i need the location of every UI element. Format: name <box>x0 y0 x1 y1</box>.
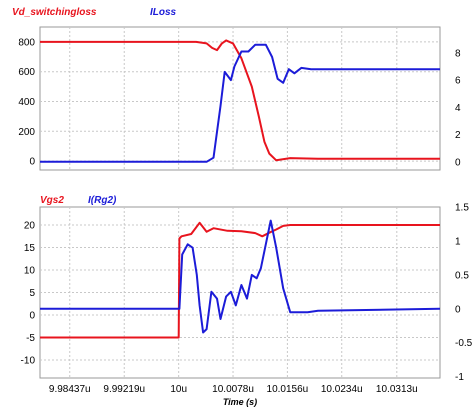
right-tick-label: 4 <box>455 103 461 114</box>
top-legend-iloss: ILoss <box>150 7 177 18</box>
top-legend-vd-switchingloss: Vd_switchingloss <box>12 7 97 18</box>
top-left-axis-ticks: 0 200 400 600 800 <box>18 37 35 167</box>
left-tick-label: 10 <box>24 266 36 277</box>
left-tick-label: 0 <box>29 311 35 322</box>
left-tick-label: -5 <box>26 333 35 344</box>
right-tick-label: 1 <box>455 236 461 247</box>
x-axis-ticks: 9.98437u 9.99219u 10u 10.0078u 10.0156u 10.02… <box>49 384 418 395</box>
x-tick-label: 10.0313u <box>376 384 418 395</box>
x-tick-label: 10.0234u <box>321 384 363 395</box>
bottom-right-axis-ticks: -1 -0.5 0 0.5 1 1.5 <box>455 203 473 384</box>
top-grid <box>40 27 440 170</box>
right-tick-label: 1.5 <box>455 203 469 214</box>
top-panel: 0 200 400 600 800 0 2 4 6 8 Vd_switchingloss ILo… <box>12 7 461 171</box>
series-line-i-rg2- <box>40 219 441 334</box>
left-tick-label: 800 <box>18 37 35 48</box>
bottom-left-axis-ticks: -10 -5 0 5 10 15 20 <box>21 221 36 367</box>
right-tick-label: 0 <box>455 157 461 168</box>
right-tick-label: 0.5 <box>455 270 469 281</box>
top-right-axis-ticks: 0 2 4 6 8 <box>455 48 461 168</box>
right-tick-label: 0 <box>455 304 461 315</box>
series-line-vgs2 <box>40 221 440 339</box>
bottom-legend-irg2: I(Rg2) <box>88 195 117 206</box>
bottom-legend-vgs2: Vgs2 <box>40 195 64 206</box>
top-series-lines <box>40 39 440 163</box>
right-tick-label: 2 <box>455 130 461 141</box>
left-tick-label: -10 <box>21 356 36 367</box>
left-tick-label: 200 <box>18 127 35 138</box>
bottom-series-lines <box>40 219 441 339</box>
series-line-iloss <box>40 43 440 163</box>
x-tick-label: 10.0156u <box>267 384 309 395</box>
left-tick-label: 0 <box>29 157 35 168</box>
x-axis-title: Time (s) <box>223 397 257 407</box>
right-tick-label: 8 <box>455 48 461 59</box>
top-plot-area <box>39 26 441 171</box>
x-tick-label: 9.98437u <box>49 384 91 395</box>
x-tick-label: 10u <box>170 384 187 395</box>
x-tick-label: 9.99219u <box>103 384 145 395</box>
left-tick-label: 20 <box>24 221 36 232</box>
x-tick-label: 10.0078u <box>212 384 254 395</box>
right-tick-label: -0.5 <box>455 338 473 349</box>
left-tick-label: 5 <box>29 288 35 299</box>
left-tick-label: 600 <box>18 67 35 78</box>
series-line-vd-switchingloss <box>40 39 440 162</box>
left-tick-label: 15 <box>24 243 36 254</box>
left-tick-label: 400 <box>18 97 35 108</box>
right-tick-label: 6 <box>455 76 461 87</box>
right-tick-label: -1 <box>455 372 464 383</box>
